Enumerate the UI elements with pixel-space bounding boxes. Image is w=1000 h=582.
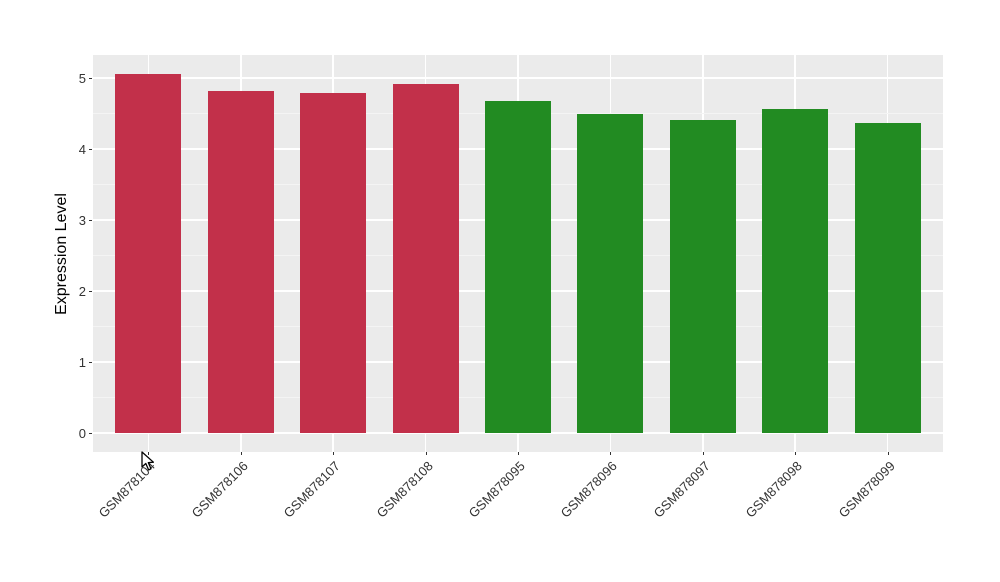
y-tick-label: 5 [78, 70, 86, 86]
x-tick-mark [425, 452, 427, 455]
bar-GSM878098 [762, 109, 829, 433]
y-tick-label: 4 [78, 141, 86, 157]
y-tick-label: 1 [78, 354, 86, 370]
bar-GSM878107 [300, 92, 367, 433]
y-tick-mark [89, 149, 92, 150]
bar-GSM878106 [207, 90, 274, 433]
y-tick-mark [89, 362, 92, 363]
x-tick-mark [240, 452, 242, 455]
y-axis-title: Expression Level [53, 193, 70, 315]
x-tick-mark [702, 452, 704, 455]
y-tick-mark [89, 433, 92, 434]
y-tick-label: 0 [78, 425, 86, 441]
y-tick-mark [89, 78, 92, 79]
x-tick-mark [795, 452, 797, 455]
bar-GSM878108 [392, 83, 459, 433]
x-tick-mark [887, 452, 889, 455]
bar-GSM878096 [577, 113, 644, 433]
y-tick-label: 3 [78, 212, 86, 228]
x-tick-mark [610, 452, 612, 455]
y-tick-label: 2 [78, 283, 86, 299]
x-tick-mark [518, 452, 519, 455]
x-tick-mark [148, 452, 150, 455]
plot-panel [93, 55, 943, 452]
gridline-major [93, 77, 943, 79]
bar-GSM878095 [485, 101, 551, 433]
gridline-major [93, 432, 943, 434]
y-tick-mark [89, 220, 92, 221]
x-tick-mark [333, 452, 335, 455]
y-tick-mark [89, 291, 92, 292]
bar-GSM878097 [669, 119, 736, 433]
bar-GSM878099 [854, 122, 921, 433]
bar-GSM878104 [115, 74, 182, 433]
